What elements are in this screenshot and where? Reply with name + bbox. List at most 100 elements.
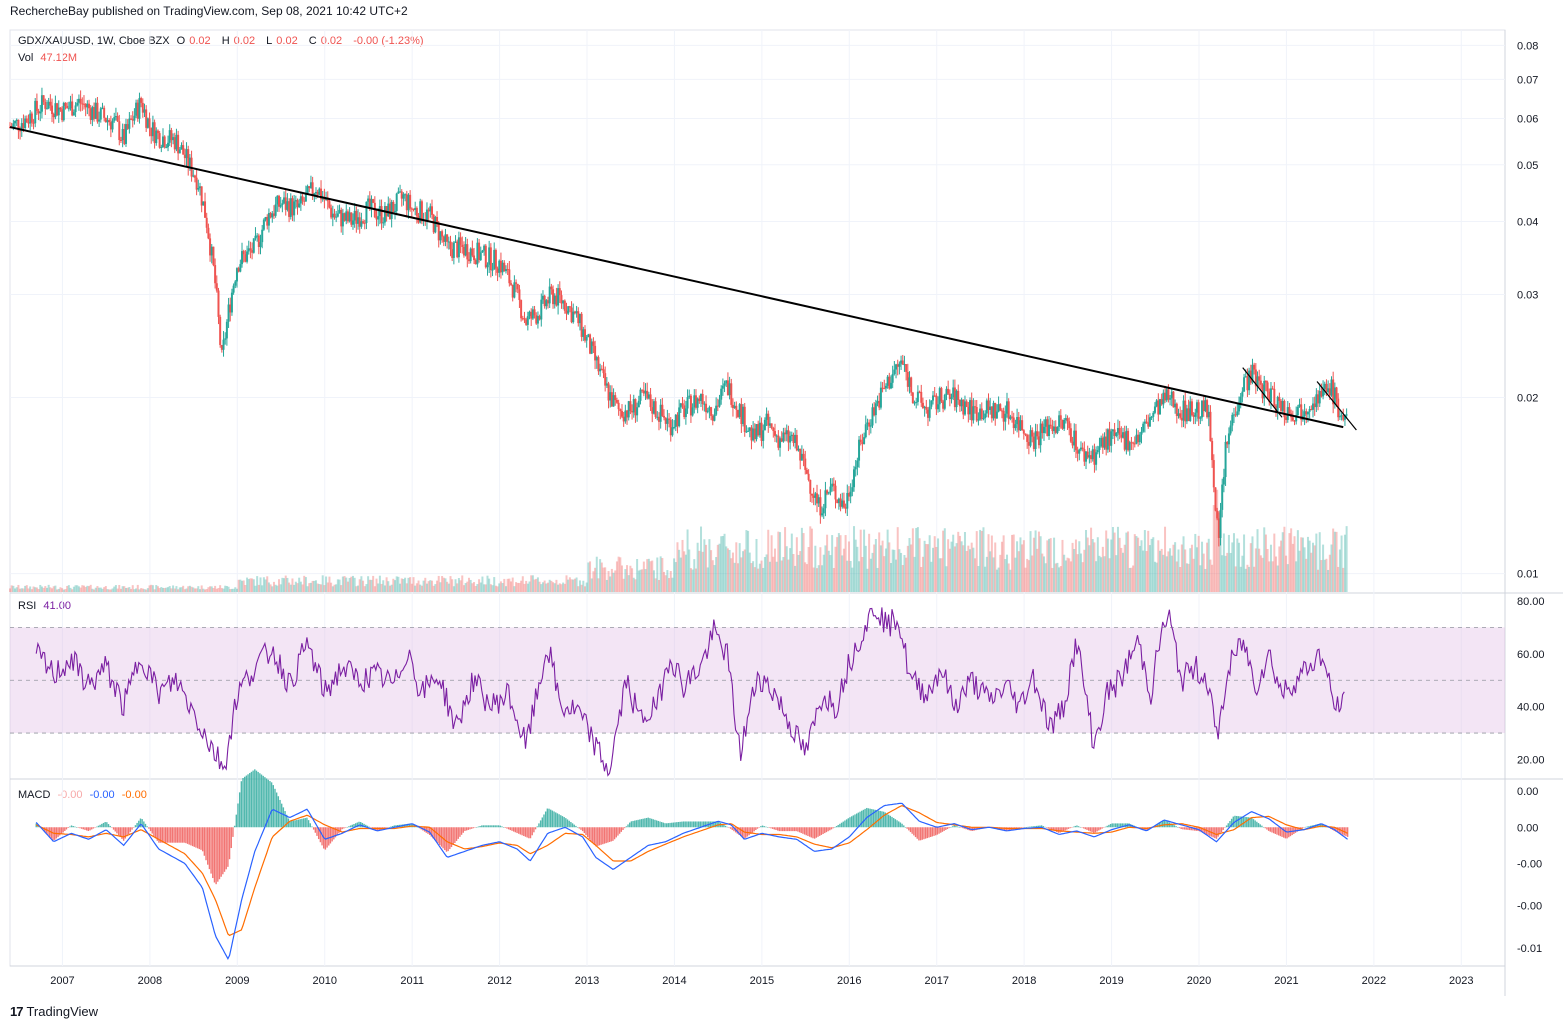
macd-histogram-bar [101, 823, 103, 828]
macd-histogram-bar [317, 827, 320, 840]
macd-histogram-bar [1272, 827, 1275, 834]
volume-bar [351, 575, 354, 592]
candle-body [261, 229, 264, 243]
macd-histogram-bar [862, 809, 865, 828]
macd-histogram-bar [546, 808, 549, 828]
volume-bar [1111, 527, 1114, 592]
rsi-title[interactable]: RSI [18, 600, 37, 612]
macd-histogram-bar [1326, 826, 1329, 828]
volume-bar [486, 575, 489, 592]
volume-bar [513, 586, 516, 592]
volume-bar [130, 588, 133, 592]
macd-histogram-bar [741, 827, 744, 838]
candle-body [916, 391, 919, 402]
macd-histogram-bar [124, 827, 127, 839]
candle-body [1135, 434, 1138, 444]
volume-bar [824, 545, 827, 592]
macd-histogram-bar [356, 822, 359, 828]
candle-body [62, 102, 65, 121]
macd-histogram-bar [647, 817, 649, 828]
volume-bar [79, 587, 82, 592]
candle-body [467, 259, 470, 262]
macd-histogram-bar [689, 821, 691, 828]
volume-title[interactable]: Vol [18, 52, 34, 64]
volume-bar [1085, 529, 1088, 592]
volume-bar [540, 584, 543, 592]
macd-histogram-bar [630, 821, 633, 828]
macd-hist-value: -0.00 [57, 789, 83, 801]
volume-bar [567, 579, 570, 592]
volume-bar [1204, 568, 1207, 592]
candle-body [708, 407, 711, 411]
candle-body [624, 410, 627, 422]
macd-histogram-bar [1101, 827, 1103, 829]
macd-histogram-bar [1200, 827, 1203, 833]
candle-body [1207, 411, 1210, 418]
x-tick-label: 2011 [400, 975, 424, 987]
volume-bar [600, 562, 603, 592]
candle-body [548, 286, 551, 304]
volume-bar [478, 579, 481, 592]
macd-histogram-bar [738, 827, 740, 835]
volume-bar [259, 577, 262, 592]
candle-body [1061, 419, 1064, 429]
volume-bar [952, 534, 955, 592]
candle-body [610, 392, 613, 407]
volume-bar [1246, 564, 1249, 592]
volume-bar [1293, 536, 1296, 592]
macd-histogram-bar [79, 827, 81, 829]
volume-bar [471, 583, 474, 592]
candle-body [130, 118, 133, 120]
volume-bar [896, 527, 899, 592]
trendlines[interactable] [9, 126, 1357, 431]
volume-bar [683, 551, 686, 592]
volume-bar [283, 578, 286, 592]
macd-histogram-bar [694, 821, 696, 828]
volume-bar [1042, 556, 1045, 592]
volume-bar [378, 575, 381, 592]
volume-bar [437, 575, 440, 592]
volume-bar [151, 585, 154, 592]
candle-body [1056, 426, 1059, 433]
candle-body [59, 107, 62, 110]
candle-body [368, 198, 371, 209]
volume-bar [1201, 541, 1204, 592]
volume-bar [1322, 544, 1325, 592]
macd-histogram-bar [1262, 826, 1265, 828]
macd-histogram-bar [825, 827, 828, 833]
volume-bar [654, 578, 657, 592]
macd-histogram-bar [832, 827, 834, 829]
macd-histogram-bar [1335, 827, 1337, 832]
macd-tick-label: -0.01 [1517, 943, 1542, 955]
volume-bar [143, 589, 146, 592]
candle-body [219, 316, 222, 345]
macd-histogram-bar [728, 827, 730, 828]
macd-histogram-bar [366, 825, 369, 828]
candle-body [151, 122, 154, 137]
macd-histogram-bar [85, 827, 88, 831]
macd-histogram-bar [921, 827, 923, 840]
volume-bar [229, 589, 232, 592]
volume-bar [1290, 528, 1293, 592]
macd-histogram-bar [445, 827, 448, 852]
macd-title[interactable]: MACD [18, 789, 51, 801]
candle-body [118, 121, 121, 141]
symbol-label[interactable]: GDX/XAUUSD, 1W, Cboe BZX [18, 35, 170, 47]
volume-bar [484, 584, 487, 592]
macd-histogram-bar [133, 827, 135, 828]
volume-bar [647, 558, 650, 592]
candle-body [311, 182, 314, 196]
volume-bar [570, 579, 573, 592]
candle-body [589, 334, 592, 354]
candle-body [262, 219, 265, 230]
macd-histogram-bar [55, 827, 58, 839]
candle-body [810, 493, 813, 496]
footer-brand[interactable]: TradingView [26, 1004, 99, 1019]
candle-body [918, 391, 921, 393]
candle-body [819, 497, 822, 516]
chart-canvas[interactable]: 2007 2008 2009 2010 2011 2012 2013 2014 2015 2016… [0, 0, 1566, 1000]
candle-body [1022, 430, 1025, 434]
candle-body [1300, 404, 1303, 420]
candle-body [188, 157, 191, 168]
volume-bar [587, 562, 590, 592]
